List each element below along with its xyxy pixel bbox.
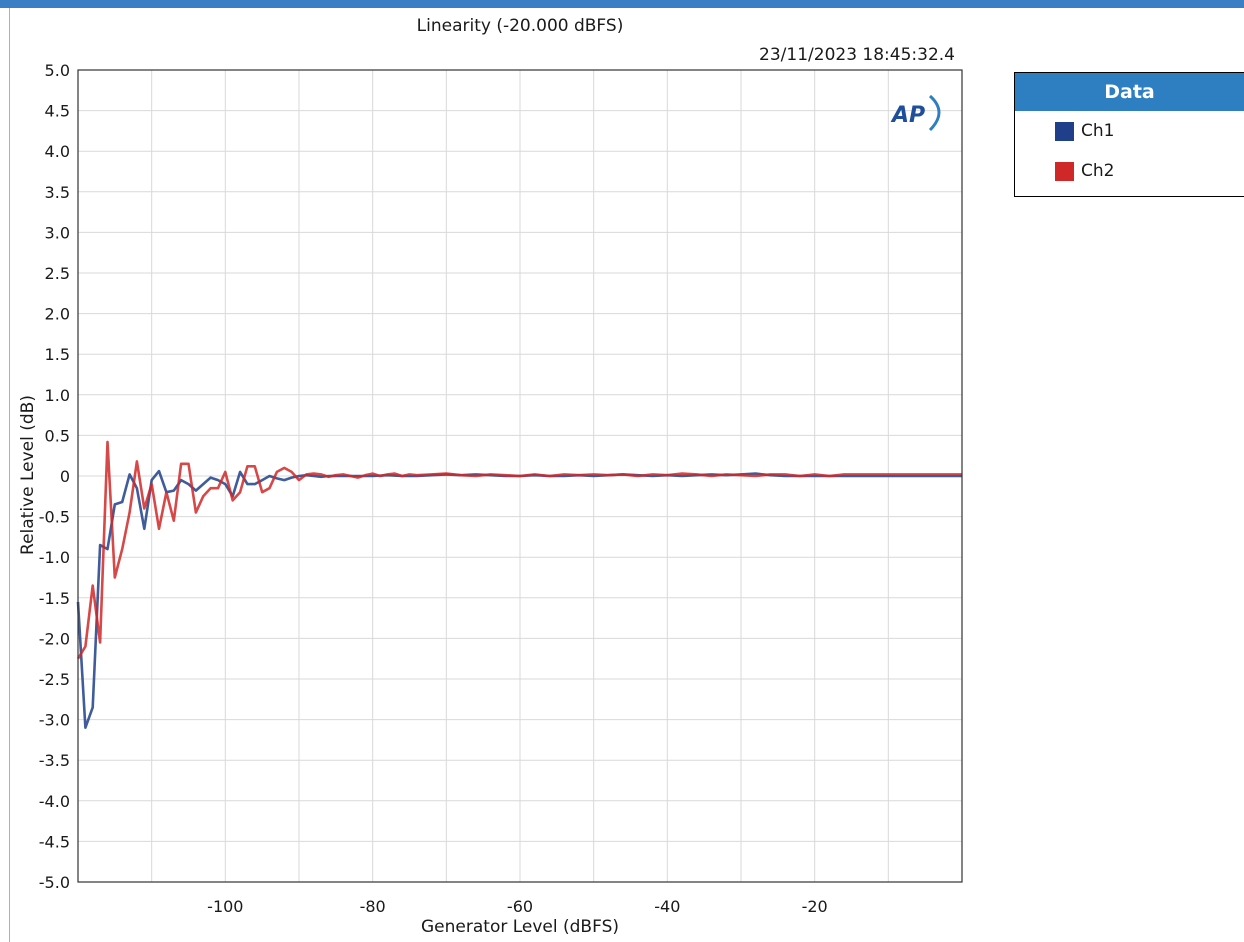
linearity-chart: Linearity (-20.000 dBFS) 23/11/2023 18:4… — [18, 16, 963, 937]
y-tick-label: -5.0 — [39, 873, 70, 892]
y-tick-label: -1.0 — [39, 548, 70, 567]
legend-title: Data — [1015, 73, 1244, 111]
y-tick-label: -2.0 — [39, 629, 70, 648]
x-axis-title: Generator Level (dBFS) — [421, 917, 619, 937]
plot-frame — [77, 69, 963, 883]
legend-swatch-ch1 — [1055, 121, 1074, 141]
x-tick-label: -20 — [802, 897, 828, 916]
y-tick-label: -0.5 — [39, 508, 70, 527]
y-tick-label: 1.0 — [45, 386, 70, 405]
series-lines — [76, 440, 962, 730]
y-tick-label: 4.5 — [45, 102, 70, 121]
x-axis-ticks: -100 -80 -60 -40 -20 — [207, 897, 828, 916]
y-tick-label: 2.0 — [45, 305, 70, 324]
legend-label-ch2: Ch2 — [1081, 161, 1115, 181]
legend-swatch-ch2 — [1055, 161, 1074, 181]
y-tick-label: 1.5 — [45, 345, 70, 364]
ap-logo-icon: AP — [890, 94, 941, 132]
legend-item-ch2[interactable]: Ch2 — [1015, 151, 1244, 191]
y-tick-label: -4.5 — [39, 832, 70, 851]
y-tick-label: 3.5 — [45, 183, 70, 202]
legend-label-ch1: Ch1 — [1081, 121, 1115, 141]
x-tick-label: -60 — [507, 897, 533, 916]
x-tick-label: -40 — [654, 897, 680, 916]
x-tick-label: -80 — [360, 897, 386, 916]
y-tick-label: 3.0 — [45, 223, 70, 242]
y-tick-label: -3.5 — [39, 751, 70, 770]
window-top-bar — [0, 0, 1244, 8]
y-tick-label: 4.0 — [45, 142, 70, 161]
y-tick-label: -4.0 — [39, 792, 70, 811]
y-tick-label: -1.5 — [39, 589, 70, 608]
y-tick-label: 2.5 — [45, 264, 70, 283]
y-tick-label: -2.5 — [39, 670, 70, 689]
window-left-border — [9, 8, 10, 942]
series-line-2 — [76, 440, 962, 660]
y-tick-label: 0 — [60, 467, 70, 486]
chart-title: Linearity (-20.000 dBFS) — [417, 16, 624, 36]
y-axis-title: Relative Level (dB) — [18, 395, 38, 555]
legend-panel: Data Ch1 Ch2 — [1014, 72, 1244, 197]
x-tick-label: -100 — [207, 897, 243, 916]
ap-logo-text: AP — [890, 103, 925, 128]
legend-item-ch1[interactable]: Ch1 — [1015, 111, 1244, 151]
y-axis-ticks: 5.0 4.5 4.0 3.5 3.0 2.5 2.0 1.5 1.0 0.5 0 -0.5 -1.0 -… — [39, 61, 70, 892]
y-tick-label: -3.0 — [39, 711, 70, 730]
y-tick-label: 0.5 — [45, 426, 70, 445]
y-tick-label: 5.0 — [45, 61, 70, 80]
chart-timestamp: 23/11/2023 18:45:32.4 — [759, 45, 955, 65]
